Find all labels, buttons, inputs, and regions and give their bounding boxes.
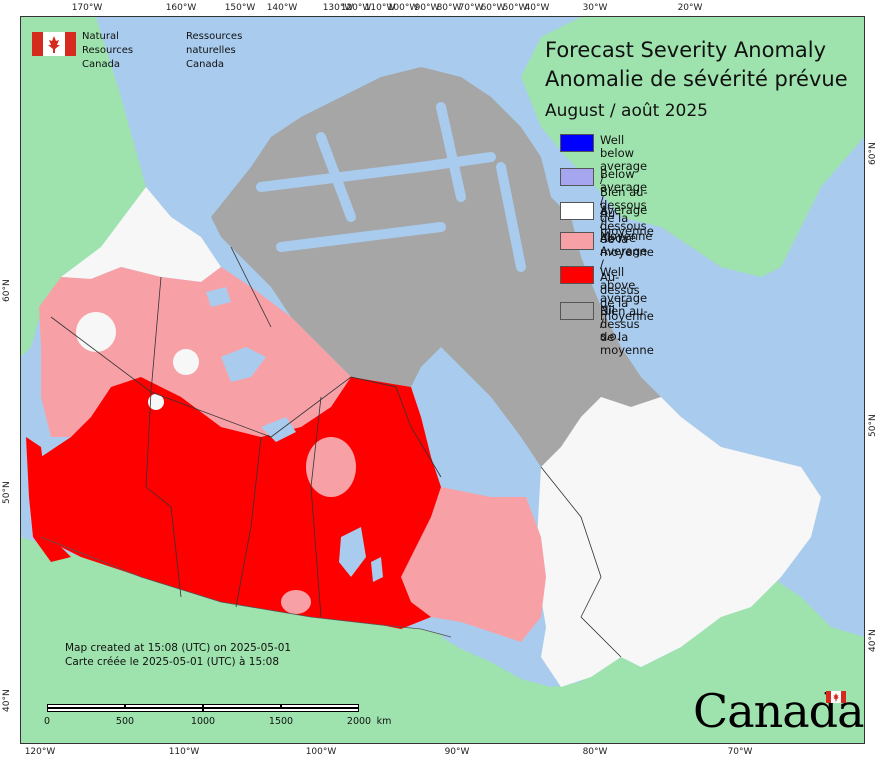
map-period: August / août 2025 (545, 101, 708, 121)
alaska-land (21, 17, 146, 357)
graticule-bottom-label: 80°W (582, 747, 608, 757)
graticule-top-label: 120°W (340, 3, 372, 13)
graticule-top-label: 90°W (414, 3, 440, 13)
graticule-top-label: 20°W (677, 3, 703, 13)
graticule-top-label: 160°W (165, 3, 197, 13)
map-frame (20, 16, 865, 744)
map-title-en: Forecast Severity Anomaly (545, 38, 827, 62)
area-average-west (61, 187, 221, 282)
graticule-left-label: 60°N (2, 279, 12, 302)
map-credit-en: Map created at 15:08 (UTC) on 2025-05-01 (65, 642, 292, 654)
graticule-top-label: 60°W (480, 3, 506, 13)
legend-label-below: Below average / Au-dessous de la moyenne (600, 167, 654, 259)
legend-swatch-above (560, 232, 594, 250)
area-average-hole-3 (76, 312, 116, 352)
legend-swatch-average (560, 202, 594, 220)
graticule-bottom-label: 70°W (727, 747, 753, 757)
scale-bar (47, 704, 359, 714)
graticule-top-label: 40°W (524, 3, 550, 13)
graticule-right-label: 50°N (868, 414, 878, 437)
scale-label: 500 (115, 716, 135, 727)
graticule-top-label: 170°W (71, 3, 103, 13)
legend-swatch-below (560, 168, 594, 186)
area-well-above-coast (26, 437, 71, 562)
graticule-top-label: 80°W (436, 3, 462, 13)
graticule-right-label: 60°N (868, 142, 878, 165)
graticule-bottom-label: 90°W (444, 747, 470, 757)
international-border (40, 536, 452, 638)
area-above-west (39, 267, 351, 437)
area-average-hole-2 (148, 394, 164, 410)
scale-label: 1500 (268, 716, 294, 727)
map-credit: Map created at 15:08 (UTC) on 2025-05-01… (65, 641, 291, 669)
area-above-east (401, 487, 546, 642)
nrcan-name-en: Natural Resources Canada (82, 31, 134, 70)
scale-bar-segment (47, 704, 125, 708)
scale-bar-segment (203, 704, 281, 708)
graticule-bottom-label: 100°W (305, 747, 337, 757)
graticule-top-label: 30°W (582, 3, 608, 13)
graticule-top-label: 70°W (458, 3, 484, 13)
graticule-bottom-label: 120°W (24, 747, 56, 757)
usa-land (21, 537, 864, 743)
scale-label: 0 (43, 716, 51, 727)
graticule-top-label: 150°W (224, 3, 256, 13)
scale-label: 2000 (346, 716, 372, 727)
graticule-left-label: 40°N (2, 689, 12, 712)
greenland-land (521, 17, 864, 277)
graticule-bottom-label: 110°W (168, 747, 200, 757)
legend-label-above: Above Average / Au-dessus de la moyenne (600, 231, 654, 323)
map-canvas (21, 17, 864, 743)
scale-bar-segment (47, 708, 203, 712)
graticule-top-label: 50°W (502, 3, 528, 13)
map-credit-fr: Carte créée le 2025-05-01 (UTC) à 15:08 (65, 656, 280, 668)
legend-label-average: Average / Moyenne (600, 203, 653, 243)
arctic-nil (211, 67, 661, 467)
arctic-channels (256, 102, 526, 272)
legend-label-well-above: Well above average Bien au-dessus de la … (600, 265, 654, 357)
graticule-top-label: 140°W (266, 3, 298, 13)
wordmark-flag-icon (826, 691, 846, 703)
legend-label-well-below: Well below average / Bien au-dessous de … (600, 133, 654, 238)
legend-swatch-nil (560, 302, 594, 320)
scale-unit: km (376, 716, 392, 727)
provincial-boundaries (50, 246, 622, 658)
legend-label-nil: Nil / s.o. (600, 303, 621, 343)
graticule-left-label: 50°N (2, 481, 12, 504)
legend-swatch-well-above (560, 266, 594, 284)
scale-bar-segment (203, 708, 359, 712)
graticule-top-label: 130°W (322, 3, 354, 13)
map-title-fr: Anomalie de sévérité prévue (545, 67, 848, 91)
graticule-top-label: 100°W (387, 3, 419, 13)
area-above-blob (306, 437, 356, 497)
lakes (206, 287, 383, 582)
graticule-right-label: 40°N (868, 629, 878, 652)
area-average-hole-1 (173, 349, 199, 375)
scale-bar-segment (281, 704, 359, 708)
scale-bar-segment (125, 704, 203, 708)
canada-flag-icon (32, 32, 76, 56)
nrcan-name-fr: Ressources naturelles Canada (186, 31, 243, 70)
scale-label: 1000 (190, 716, 216, 727)
area-above-blob-2 (281, 590, 311, 614)
graticule-top-label: 110°W (364, 3, 396, 13)
area-average-east (536, 397, 821, 687)
legend-swatch-well-below (560, 134, 594, 152)
